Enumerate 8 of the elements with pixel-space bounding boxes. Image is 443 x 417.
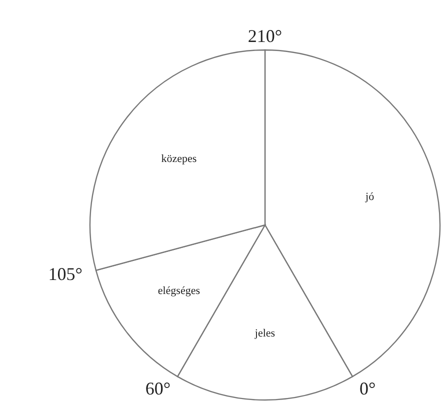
text: 60° <box>145 378 171 399</box>
text: 210° <box>248 26 282 46</box>
text: 105° <box>48 264 82 284</box>
slice-label: jeles <box>254 328 276 340</box>
slice-label: jó <box>364 190 375 203</box>
text: 0° <box>359 378 376 399</box>
slice-label: közepes <box>161 152 197 165</box>
slice-label: elégséges <box>158 285 200 298</box>
